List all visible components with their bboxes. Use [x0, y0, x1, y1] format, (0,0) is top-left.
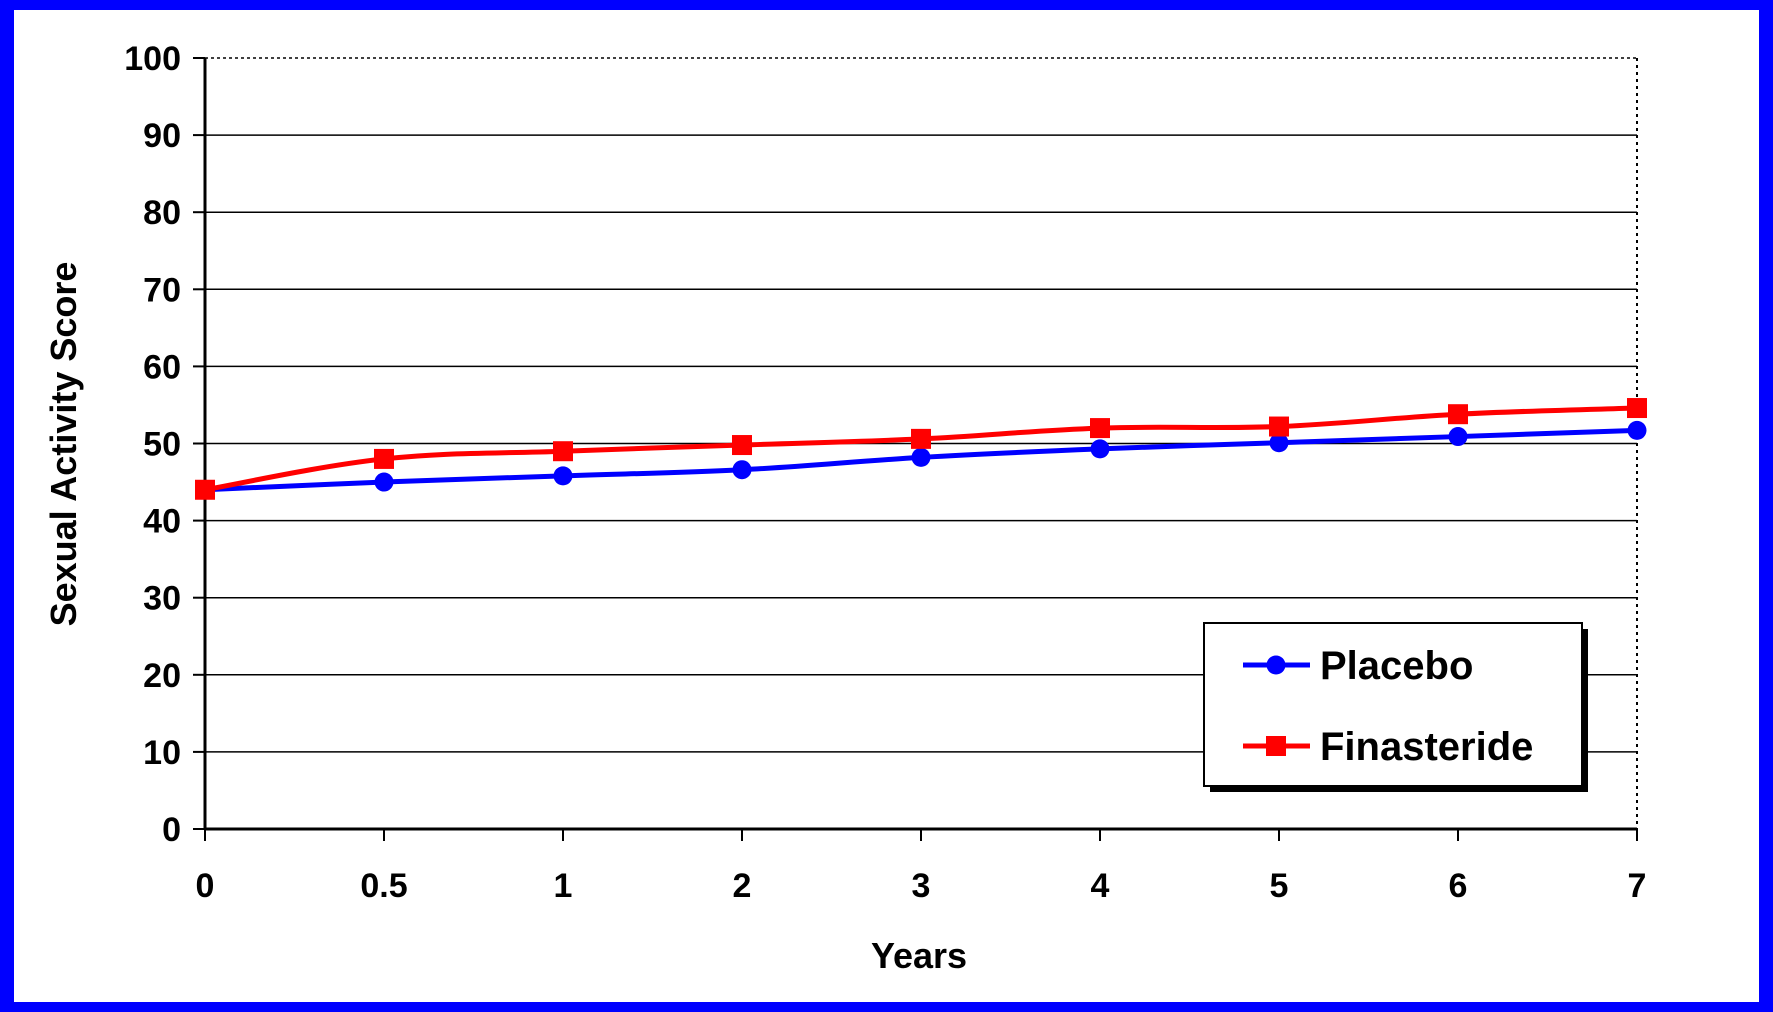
data-point — [1269, 416, 1289, 437]
y-tick-label: 40 — [143, 503, 181, 541]
x-tick-label: 5 — [1270, 867, 1289, 905]
series-placebo — [195, 420, 1647, 500]
data-point — [1627, 398, 1647, 419]
data-point — [1627, 420, 1647, 440]
legend-label: Finasteride — [1320, 725, 1533, 769]
data-point — [374, 472, 394, 492]
data-point — [553, 466, 573, 486]
x-axis-ticks: 0 0.5 1 2 3 4 5 6 7 — [196, 829, 1647, 905]
data-point — [732, 460, 752, 480]
data-point — [1090, 439, 1110, 459]
y-tick-label: 0 — [162, 811, 181, 849]
x-axis-title: Years — [871, 935, 967, 976]
legend-item-placebo: Placebo — [1243, 644, 1473, 688]
x-tick-label: 0.5 — [360, 867, 407, 905]
data-point — [732, 435, 752, 456]
legend-marker — [1266, 655, 1286, 675]
legend: Placebo Finasteride — [1203, 622, 1588, 792]
y-tick-label: 20 — [143, 657, 181, 695]
legend-marker — [1266, 736, 1286, 756]
y-axis-ticks: 0 10 20 30 40 50 60 70 80 90 100 — [124, 40, 205, 849]
y-tick-label: 90 — [143, 117, 181, 155]
x-tick-label: 7 — [1628, 867, 1647, 905]
data-point — [1448, 427, 1468, 447]
y-tick-label: 50 — [143, 426, 181, 464]
legend-label: Placebo — [1320, 644, 1473, 688]
data-point — [911, 428, 931, 449]
series-finasteride — [195, 398, 1647, 500]
legend-box — [1203, 622, 1583, 787]
x-tick-label: 1 — [554, 867, 573, 905]
data-point — [911, 447, 931, 467]
x-tick-label: 6 — [1449, 867, 1468, 905]
y-axis-title: Sexual Activity Score — [43, 262, 84, 627]
y-tick-label: 10 — [143, 734, 181, 772]
y-tick-label: 30 — [143, 580, 181, 618]
x-tick-label: 3 — [912, 867, 931, 905]
data-point — [1269, 433, 1289, 453]
series-lines — [195, 398, 1647, 500]
legend-item-finasteride: Finasteride — [1243, 725, 1533, 769]
data-point — [1090, 418, 1110, 439]
x-tick-label: 4 — [1091, 867, 1110, 905]
data-point — [195, 479, 215, 500]
y-tick-label: 100 — [124, 40, 181, 78]
y-tick-label: 80 — [143, 194, 181, 232]
x-tick-label: 0 — [196, 867, 215, 905]
gridlines — [205, 57, 1637, 753]
y-tick-label: 60 — [143, 348, 181, 386]
data-point — [553, 441, 573, 462]
x-tick-label: 2 — [733, 867, 752, 905]
chart-frame — [14, 10, 1759, 1002]
data-point — [374, 448, 394, 469]
y-tick-label: 70 — [143, 271, 181, 309]
data-point — [1448, 404, 1468, 425]
